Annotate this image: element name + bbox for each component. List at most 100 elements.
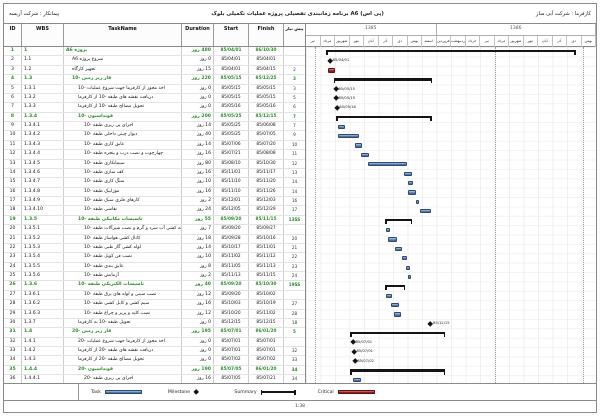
duration-text: 7 روز (199, 226, 211, 232)
cell-id: 33 (4, 347, 22, 356)
cell-wbs: 1.3.2 (22, 93, 64, 103)
gantt-row (306, 75, 596, 84)
table-row: 13 1.3.4.5 سیمانکاری طبقه -10 80 روز 85/08/1… (4, 159, 305, 169)
cell-pred: 13SS (288, 216, 301, 222)
cell-pred: 10 (291, 141, 298, 147)
duration-text: 10 روز (197, 254, 211, 260)
cell-wbs: 1.3 (22, 75, 64, 84)
cell-wbs: 1.3.5.3 (22, 243, 64, 253)
task-name-text: دریافت نقشه های طبقه -20 از کارفرما (78, 348, 154, 353)
gantt-row (306, 160, 596, 169)
gantt-task-bar (352, 378, 362, 383)
task-name-text: سیمانکاری طبقه -10 (84, 160, 125, 166)
cell-wbs: 1.3.3 (22, 103, 64, 112)
task-name-text: چهارچوب و نصب درب و پنجره طبقه -10 (84, 151, 164, 157)
table-row: 31 1.4 فاز زیر زمین -20 195 روز 85/07/01 86/0… (4, 328, 305, 338)
cell-finish: 85/04/15 (249, 65, 284, 75)
task-name-text: اجرای پی ریزی طبقه -20 (84, 376, 134, 382)
cell-dur: 195 روز (182, 328, 214, 337)
cell-dur: 24 روز (182, 206, 214, 215)
cell-dur: 0 روز (182, 347, 214, 356)
cell-wbs: 1.3.6.1 (22, 290, 64, 300)
cell-start: 85/07/05 (214, 375, 249, 383)
cell-id: 6 (4, 93, 22, 103)
timescale-month-cell: آبان (364, 35, 379, 47)
cell-wbs: 1.3.4.5 (22, 159, 64, 168)
task-name-text: آزمایش طبقه -10 (84, 273, 119, 278)
cell-dur: 0 روز (182, 103, 214, 112)
cell-id: 36 (4, 375, 22, 383)
duration-text: 0 روز (199, 338, 211, 344)
cell-id: 29 (4, 309, 22, 318)
gantt-row (306, 47, 596, 56)
table-row: 4 1.3 فاز زیر زمین -10 220 روز 85/05/15 85/12… (4, 75, 305, 85)
milestone-date-label: 85/05/15 (338, 86, 356, 91)
gantt-task-bar (408, 274, 411, 280)
gantt-summary-bar (385, 219, 413, 225)
milestone-date-label: 85/07/01 (355, 340, 373, 345)
gantt-row (306, 329, 596, 338)
duration-text: 40 روز (194, 282, 211, 288)
duration-text: 16 روز (197, 188, 211, 194)
cell-id: 12 (4, 150, 22, 159)
cell-pred: 20 (291, 235, 298, 241)
cell-finish: 85/10/19 (249, 300, 284, 309)
cell-finish: 85/07/21 (249, 375, 284, 383)
table-row: 7 1.3.3 تحویل مصالح طبقه -10 از کارفرما 0 ر… (4, 103, 305, 113)
cell-dur: 12 روز (182, 309, 214, 318)
gantt-task-bar (355, 143, 362, 148)
task-name-text: لوله کشی آب سرد و گرم و نصب شیرآلات طبقه… (84, 226, 182, 232)
cell-name: شروع پروژه A6 (64, 56, 182, 65)
duration-text: 16 روز (197, 301, 211, 307)
cell-pred: 6 (293, 104, 296, 110)
timescale-month-cell: اسفند (422, 35, 437, 47)
summary-end-tick-icon (443, 331, 446, 337)
summary-end-tick-icon (443, 369, 446, 375)
task-name-text: موزاییک طبقه -10 (84, 188, 120, 194)
duration-text: 80 روز (197, 160, 211, 166)
cell-wbs: 1 (22, 47, 64, 56)
cell-finish: 85/05/15 (249, 84, 284, 93)
milestone-date-label: 85/07/01 (356, 349, 374, 354)
cell-start: 85/09/28 (214, 234, 249, 243)
cell-dur: 2 روز (182, 272, 214, 281)
cell-name: سیمانکاری طبقه -10 (64, 159, 182, 168)
table-row: 10 1.3.4.2 دیوار چینی داخلی طبقه -10 40 روز… (4, 131, 305, 141)
cell-finish: 85/11/15 (249, 272, 284, 281)
table-row: 11 1.3.4.3 عایق کاری طبقه -10 14 روز 85/07/0… (4, 140, 305, 151)
cell-start: 85/09/20 (214, 281, 249, 290)
summary-start-tick-icon (333, 78, 336, 84)
cell-dur: 0 روز (182, 93, 214, 103)
table-row: 28 1.3.6.2 سیم کشی و کابل کشی طبقه -10 16 ر… (4, 300, 305, 310)
cell-id: 34 (4, 356, 22, 365)
cell-finish: 85/12/29 (249, 206, 284, 215)
gantt-chart-area: 85/04/01 85/05/15 85/05/15 85/05/16 85/12/15… (306, 47, 596, 383)
task-name-text: دیوار چینی داخلی طبقه -10 (84, 132, 138, 138)
cell-finish: 85/07/01 (249, 347, 284, 356)
cell-finish: 86/10/30 (249, 47, 284, 56)
cell-id: 30 (4, 318, 22, 328)
cell-wbs: 1.4.1 (22, 337, 64, 346)
cell-id: 35 (4, 365, 22, 375)
summary-end-tick-icon (429, 115, 432, 121)
timescale-month-cell: آبان (538, 35, 553, 47)
gantt-task-bar (395, 246, 402, 251)
gantt-row (306, 291, 596, 300)
cell-pred: 34 (291, 366, 298, 372)
cell-id: 17 (4, 197, 22, 206)
table-row: 24 1.3.5.5 عایق بندی طبقه -10 8 روز 85/11/05… (4, 262, 305, 272)
legend-spacer (4, 384, 79, 400)
cell-pred: 23 (291, 263, 298, 269)
task-bar-swatch-icon (104, 389, 142, 395)
cell-wbs: 1.4.3 (22, 356, 64, 365)
cell-name: آزمایش طبقه -10 (64, 272, 182, 281)
cell-dur: 55 روز (182, 215, 214, 225)
cell-name: دیوار چینی داخلی طبقه -10 (64, 131, 182, 140)
legend-label-summary: Summary (234, 389, 257, 395)
gantt-row: 85/12/15 (306, 319, 596, 328)
cell-pred: 9 (293, 132, 296, 138)
cell-pred (284, 56, 305, 64)
cell-dur: 0 روز (182, 84, 214, 93)
timescale-year-cell: 1385 (306, 24, 437, 35)
cell-name: تحویل مصالح طبقه -20 از کارفرما (64, 356, 182, 365)
